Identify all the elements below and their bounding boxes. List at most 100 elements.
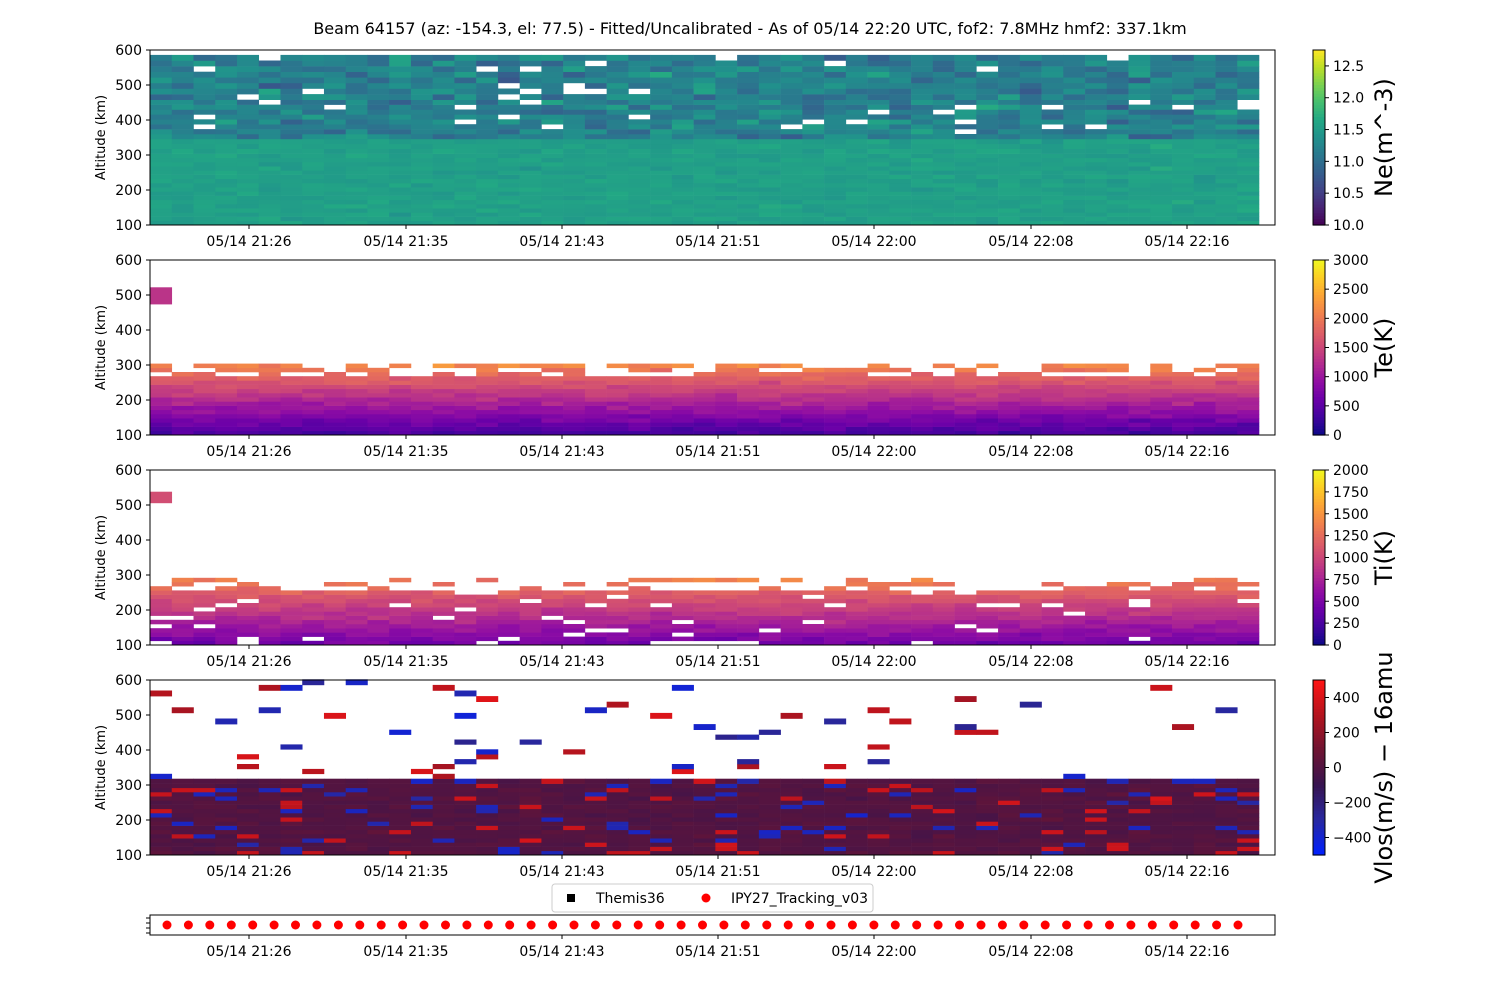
- heatmap-cell: [410, 134, 433, 140]
- heatmap-cell: [258, 684, 281, 691]
- heatmap-cell: [519, 208, 542, 213]
- heatmap-cell: [236, 99, 260, 105]
- heatmap-cell: [171, 119, 194, 125]
- heatmap-cell: [780, 170, 803, 175]
- heatmap-cell: [1193, 195, 1216, 201]
- heatmap-cell: [1237, 800, 1260, 805]
- heatmap-cell: [258, 636, 281, 642]
- heatmap-cell: [497, 170, 520, 175]
- heatmap-cell: [171, 104, 194, 110]
- heatmap-cell: [171, 170, 194, 175]
- heatmap-cell: [215, 199, 238, 205]
- colorbar-tick-label: 250: [1333, 616, 1360, 632]
- heatmap-cell: [780, 119, 803, 125]
- heatmap-cell: [780, 183, 803, 188]
- heatmap-cell: [824, 88, 847, 95]
- heatmap-cell: [541, 199, 564, 205]
- heatmap-cell: [715, 792, 738, 797]
- heatmap-cell: [1237, 380, 1260, 385]
- heatmap-cell: [889, 60, 912, 67]
- heatmap-cell: [737, 388, 760, 394]
- heatmap-cell: [1128, 191, 1151, 196]
- heatmap-cell: [541, 66, 564, 72]
- heatmap-cell: [171, 148, 194, 154]
- heatmap-cell: [1193, 594, 1216, 600]
- heatmap-cell: [737, 216, 760, 222]
- heatmap-cell: [1172, 636, 1195, 642]
- heatmap-cell: [302, 632, 325, 637]
- heatmap-cell: [998, 624, 1021, 629]
- heatmap-cell: [1063, 842, 1086, 847]
- heatmap-cell: [780, 628, 803, 633]
- heatmap-cell: [976, 109, 999, 115]
- colorbar-swatch: [1313, 589, 1325, 594]
- heatmap-cell: [1085, 170, 1108, 175]
- heatmap-cell: [976, 808, 999, 814]
- y-tick-label: 600: [115, 673, 142, 689]
- colorbar-swatch: [1313, 166, 1325, 171]
- colorbar-swatch: [1313, 137, 1325, 142]
- heatmap-cell: [280, 204, 303, 209]
- heatmap-cell: [693, 119, 716, 125]
- heatmap-cell: [737, 376, 760, 381]
- heatmap-cell: [519, 178, 542, 184]
- heatmap-cell: [410, 119, 433, 125]
- heatmap-cell: [519, 817, 542, 822]
- heatmap-cell: [519, 628, 542, 633]
- heatmap-cell: [1215, 393, 1238, 398]
- heatmap-cell: [824, 846, 847, 852]
- heatmap-cell: [606, 422, 629, 427]
- heatmap-cell: [345, 212, 368, 217]
- heatmap-cell: [1193, 153, 1216, 159]
- heatmap-cell: [802, 590, 825, 595]
- heatmap-cell: [541, 405, 564, 411]
- heatmap-cell: [1193, 216, 1216, 222]
- heatmap-cell: [737, 372, 760, 377]
- heatmap-cell: [432, 426, 455, 432]
- colorbar-swatch: [1313, 292, 1325, 296]
- heatmap-cell: [150, 367, 173, 373]
- heatmap-cell: [867, 615, 890, 621]
- heatmap-cell: [476, 94, 499, 100]
- heatmap-cell: [845, 376, 868, 381]
- heatmap-cell: [1215, 582, 1238, 587]
- heatmap-cell: [280, 808, 303, 814]
- heatmap-cell: [454, 94, 477, 100]
- heatmap-cell: [737, 109, 760, 115]
- heatmap-cell: [889, 157, 912, 163]
- heatmap-cell: [258, 586, 281, 591]
- heatmap-cell: [1063, 170, 1086, 175]
- heatmap-cell: [1128, 178, 1151, 184]
- heatmap-cell: [1106, 143, 1129, 149]
- heatmap-cell: [1128, 414, 1151, 419]
- heatmap-cell: [1085, 54, 1108, 61]
- heatmap-cell: [302, 124, 325, 130]
- heatmap-cell: [1019, 109, 1042, 115]
- heatmap-cell: [476, 170, 499, 175]
- heatmap-cell: [1041, 157, 1064, 163]
- heatmap-cell: [671, 212, 694, 217]
- heatmap-cell: [1085, 148, 1108, 154]
- heatmap-cell: [302, 204, 325, 209]
- heatmap-cell: [802, 82, 825, 89]
- heatmap-cell: [715, 838, 738, 843]
- heatmap-cell: [802, 388, 825, 394]
- colorbar-tick-label: 1250: [1333, 529, 1369, 545]
- heatmap-cell: [345, 129, 368, 135]
- heatmap-cell: [1215, 829, 1238, 835]
- heatmap-cell: [693, 829, 716, 835]
- heatmap-cell: [1172, 783, 1195, 789]
- heatmap-cell: [824, 77, 847, 84]
- heatmap-cell: [1085, 162, 1108, 167]
- tracking-marker: [847, 920, 857, 930]
- heatmap-cell: [998, 178, 1021, 184]
- heatmap-cell: [410, 162, 433, 167]
- heatmap-cell: [1215, 138, 1238, 145]
- colorbar-swatch: [1313, 111, 1325, 115]
- heatmap-cell: [432, 60, 455, 67]
- heatmap-cell: [584, 636, 607, 642]
- heatmap-cell: [563, 384, 586, 390]
- colorbar-swatch: [1313, 120, 1325, 124]
- heatmap-cell: [628, 829, 651, 835]
- heatmap-cell: [519, 199, 542, 205]
